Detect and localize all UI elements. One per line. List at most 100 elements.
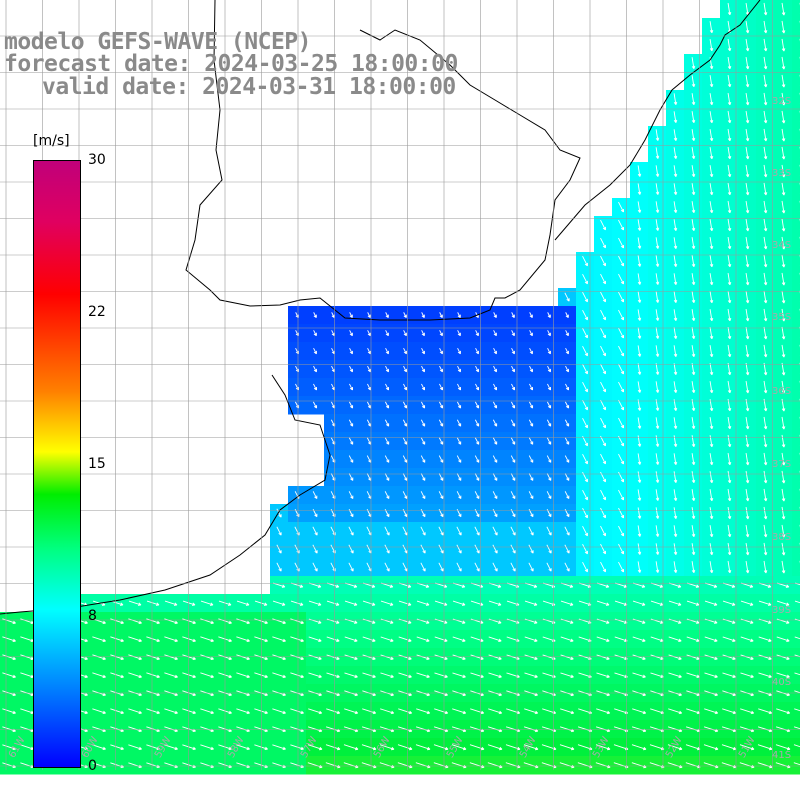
wind-arrow bbox=[794, 690, 800, 694]
wind-arrow bbox=[474, 437, 480, 445]
wind-arrow bbox=[528, 526, 534, 536]
wind-arrow bbox=[637, 345, 642, 357]
wind-arrow bbox=[326, 618, 340, 624]
wind-arrow bbox=[505, 744, 521, 751]
wind-arrow bbox=[564, 544, 570, 554]
wind-arrow bbox=[600, 417, 606, 429]
wind-arrow bbox=[793, 726, 800, 730]
wind-arrow bbox=[312, 544, 318, 554]
wind-arrow bbox=[457, 330, 461, 337]
wind-cell bbox=[792, 630, 800, 649]
wind-arrow bbox=[511, 347, 515, 355]
wind-arrow bbox=[349, 383, 353, 391]
wind-arrow bbox=[511, 330, 515, 337]
wind-arrow bbox=[236, 708, 250, 715]
wind-arrow bbox=[781, 362, 786, 376]
wind-arrow bbox=[457, 365, 461, 373]
wind-arrow bbox=[398, 654, 412, 660]
wind-arrow bbox=[457, 401, 462, 409]
wind-arrow bbox=[236, 618, 250, 625]
colorbar-tick: 8 bbox=[88, 608, 97, 624]
wind-arrow bbox=[110, 636, 124, 643]
wind-cell bbox=[792, 450, 800, 469]
wind-arrow bbox=[673, 93, 678, 105]
wind-arrow bbox=[668, 636, 682, 642]
wind-arrow bbox=[637, 165, 642, 177]
wind-arrow bbox=[200, 654, 214, 661]
wind-cell bbox=[792, 378, 800, 397]
wind-arrow bbox=[668, 708, 683, 715]
wind-arrow bbox=[691, 219, 696, 232]
wind-arrow bbox=[691, 237, 696, 250]
wind-arrow bbox=[2, 708, 16, 715]
wind-arrow bbox=[164, 654, 178, 661]
wind-arrow bbox=[128, 672, 142, 679]
wind-arrow bbox=[739, 744, 755, 751]
wind-arrow bbox=[763, 2, 768, 16]
wind-arrow bbox=[709, 165, 714, 178]
lat-label: 32S bbox=[772, 96, 792, 107]
wind-arrow bbox=[200, 672, 214, 679]
wind-arrow bbox=[691, 525, 696, 538]
wind-arrow bbox=[488, 618, 502, 624]
wind-arrow bbox=[254, 672, 268, 679]
wind-arrow bbox=[308, 600, 322, 606]
wind-arrow bbox=[781, 290, 786, 304]
wind-arrow bbox=[402, 544, 408, 554]
wind-arrow bbox=[511, 365, 515, 373]
wind-cell bbox=[792, 126, 800, 145]
wind-arrow bbox=[128, 636, 142, 643]
wind-arrow bbox=[632, 708, 647, 715]
wind-arrow bbox=[434, 636, 448, 642]
wind-arrow bbox=[745, 488, 750, 502]
wind-arrow bbox=[781, 488, 786, 502]
wind-arrow bbox=[691, 201, 696, 214]
wind-arrow bbox=[272, 600, 286, 606]
wind-arrow bbox=[632, 618, 646, 624]
wind-arrow bbox=[362, 600, 376, 606]
wind-arrow bbox=[565, 347, 569, 355]
wind-arrow bbox=[434, 708, 449, 715]
wind-cell bbox=[792, 324, 800, 343]
wind-arrow bbox=[456, 473, 462, 481]
wind-arrow bbox=[385, 347, 389, 355]
wind-arrow bbox=[776, 636, 790, 642]
wind-arrow bbox=[439, 312, 443, 318]
wind-arrow bbox=[110, 708, 124, 715]
wind-arrow bbox=[565, 383, 569, 391]
wind-arrow bbox=[487, 744, 503, 751]
wind-arrow bbox=[618, 273, 624, 285]
wind-arrow bbox=[272, 618, 286, 625]
wind-arrow bbox=[673, 309, 678, 321]
wind-arrow bbox=[349, 347, 353, 355]
wind-arrow bbox=[146, 654, 160, 661]
wind-arrow bbox=[709, 525, 714, 538]
wind-arrow bbox=[618, 543, 624, 555]
wind-arrow bbox=[403, 330, 407, 337]
wind-arrow bbox=[164, 672, 178, 679]
wind-arrow bbox=[524, 618, 538, 624]
wind-arrow bbox=[655, 129, 660, 141]
wind-arrow bbox=[348, 491, 354, 500]
wind-arrow bbox=[763, 128, 768, 142]
wind-arrow bbox=[673, 453, 678, 465]
wind-arrow bbox=[600, 399, 606, 411]
wind-arrow bbox=[655, 255, 660, 267]
wind-arrow bbox=[312, 562, 318, 572]
wind-arrow bbox=[763, 470, 768, 484]
wind-arrow bbox=[529, 383, 533, 391]
wind-arrow bbox=[475, 383, 479, 391]
wind-arrow bbox=[403, 401, 408, 409]
wind-arrow bbox=[637, 237, 642, 249]
wind-arrow bbox=[794, 636, 800, 640]
wind-arrow bbox=[763, 506, 768, 520]
wind-arrow bbox=[313, 365, 317, 373]
wind-arrow bbox=[313, 312, 317, 318]
wind-arrow bbox=[344, 672, 358, 679]
wind-arrow bbox=[727, 417, 732, 430]
wind-arrow bbox=[600, 507, 606, 519]
wind-arrow bbox=[560, 708, 575, 715]
wind-arrow bbox=[722, 708, 737, 715]
wind-arrow bbox=[560, 600, 574, 606]
